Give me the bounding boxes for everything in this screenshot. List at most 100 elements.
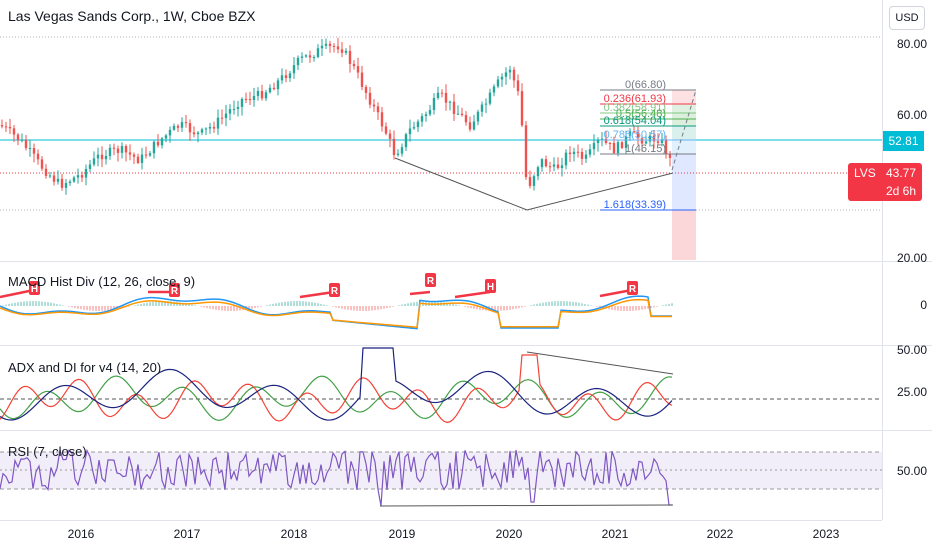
last-price-value: 43.77 (885, 166, 916, 180)
candle-body (348, 50, 352, 64)
candle-body (616, 142, 620, 154)
fib-zone (672, 90, 696, 104)
price-label-20: 20.00 (896, 251, 927, 265)
fib-zone (672, 140, 696, 154)
candle-body (12, 128, 16, 135)
candle-body (532, 176, 536, 186)
fib-retracement: 0(66.80) 0.236(61.93)0.382(58.91)0.5(56.4… (600, 79, 697, 260)
candle-body (564, 152, 568, 166)
candle-body (584, 154, 588, 159)
candle-body (600, 138, 604, 141)
adx-title[interactable]: ADX and DI for v4 (14, 20) (8, 360, 162, 375)
candle-body (368, 92, 372, 105)
candle-body (400, 147, 404, 154)
candle-body (56, 178, 60, 182)
price-axis[interactable]: 80.00 60.00 20.00 0 50.00 25.00 50.00 (882, 0, 932, 520)
bar-countdown: 2d 6h (885, 184, 916, 198)
candle-body (576, 151, 580, 153)
candle-body (300, 56, 304, 58)
candle-body (188, 123, 192, 133)
candle-body (80, 175, 84, 178)
candle-body (668, 154, 672, 158)
macd-zero-label: 0 (920, 298, 927, 312)
candle-body (344, 50, 348, 53)
fib-level-label: 0.382(58.91) (604, 102, 666, 114)
candle-body (204, 128, 208, 130)
candle-body (236, 106, 240, 109)
candle-body (116, 148, 120, 153)
time-label-2023: 2023 (812, 527, 840, 541)
symbol-label: LVS (854, 166, 876, 180)
candle-body (68, 181, 72, 184)
last-price-tag: LVS 43.77 2d 6h (848, 163, 922, 201)
candle-body (380, 112, 384, 127)
divergence-marker (485, 279, 496, 293)
adx-label-50: 50.00 (896, 343, 927, 357)
candle-body (216, 117, 220, 129)
candle-body (632, 131, 636, 133)
candle-body (364, 86, 368, 93)
candle-body (480, 104, 484, 112)
divergence-marker (627, 281, 638, 295)
chart-area[interactable]: 0(66.80) 0.236(61.93) 0.382(58.91) 0.5(56.4… (0, 0, 882, 520)
candle-body (312, 57, 316, 59)
candle-body (488, 92, 492, 104)
macd-title[interactable]: MACD Hist Div (12, 26, close, 9) (8, 274, 196, 289)
candle-body (360, 72, 364, 87)
candle-body (8, 126, 12, 129)
candle-body (656, 141, 660, 143)
time-axis[interactable]: 2016 2017 2018 2019 2020 2021 2022 2023 (0, 520, 882, 551)
candle-body (200, 129, 204, 133)
rsi-label-50: 50.00 (896, 464, 927, 478)
chart-canvas[interactable]: 0(66.80) 0.236(61.93)0.382(58.91)0.5(56.4… (0, 0, 882, 520)
candle-body (228, 109, 232, 114)
candle-body (292, 65, 296, 74)
divergence-marker (29, 281, 40, 295)
divergence-marker (425, 273, 436, 287)
candle-body (144, 154, 148, 156)
candle-body (660, 139, 664, 143)
divergence-marker-label: R (331, 286, 339, 297)
rsi-title[interactable]: RSI (7, close) (8, 444, 87, 459)
divergence-marker (329, 283, 340, 297)
candle-body (92, 158, 96, 165)
candle-body (424, 114, 428, 117)
candle-body (256, 91, 260, 96)
candle-body (580, 152, 584, 159)
candle-body (220, 117, 224, 119)
candle-body (384, 126, 388, 134)
candle-body (608, 142, 612, 144)
candle-body (20, 139, 24, 141)
currency-button[interactable]: USD (889, 6, 925, 30)
candle-body (596, 140, 600, 144)
pane-separator[interactable] (0, 261, 932, 262)
price-label-60: 60.00 (896, 108, 927, 122)
fib-level-label: 0.618(54.04) (604, 115, 666, 127)
candle-body (404, 134, 408, 148)
divergence-marker-label: R (171, 286, 179, 297)
chart-title: Las Vegas Sands Corp., 1W, Cboe BZX (8, 8, 256, 24)
candle-body (24, 139, 28, 149)
divergence-marker (169, 283, 180, 297)
candle-body (416, 121, 420, 128)
candle-body (36, 153, 40, 160)
candle-body (572, 151, 576, 155)
candle-body (504, 72, 508, 77)
time-label-2020: 2020 (495, 527, 523, 541)
divergence-line (0, 288, 35, 299)
candle-body (636, 132, 640, 139)
fib-zone (672, 210, 696, 260)
adx-label-25: 25.00 (896, 385, 927, 399)
candle-body (304, 55, 308, 57)
candle-body (288, 73, 292, 79)
fib-level-label: 0(66.80) (625, 79, 666, 91)
pane-separator[interactable] (0, 345, 932, 346)
candle-body (140, 154, 144, 163)
candle-body (428, 109, 432, 115)
di-plus-line (0, 375, 673, 422)
candle-body (164, 135, 168, 139)
candle-body (460, 113, 464, 116)
candle-body (136, 156, 140, 163)
pane-separator[interactable] (0, 430, 932, 431)
candle-body (604, 138, 608, 143)
